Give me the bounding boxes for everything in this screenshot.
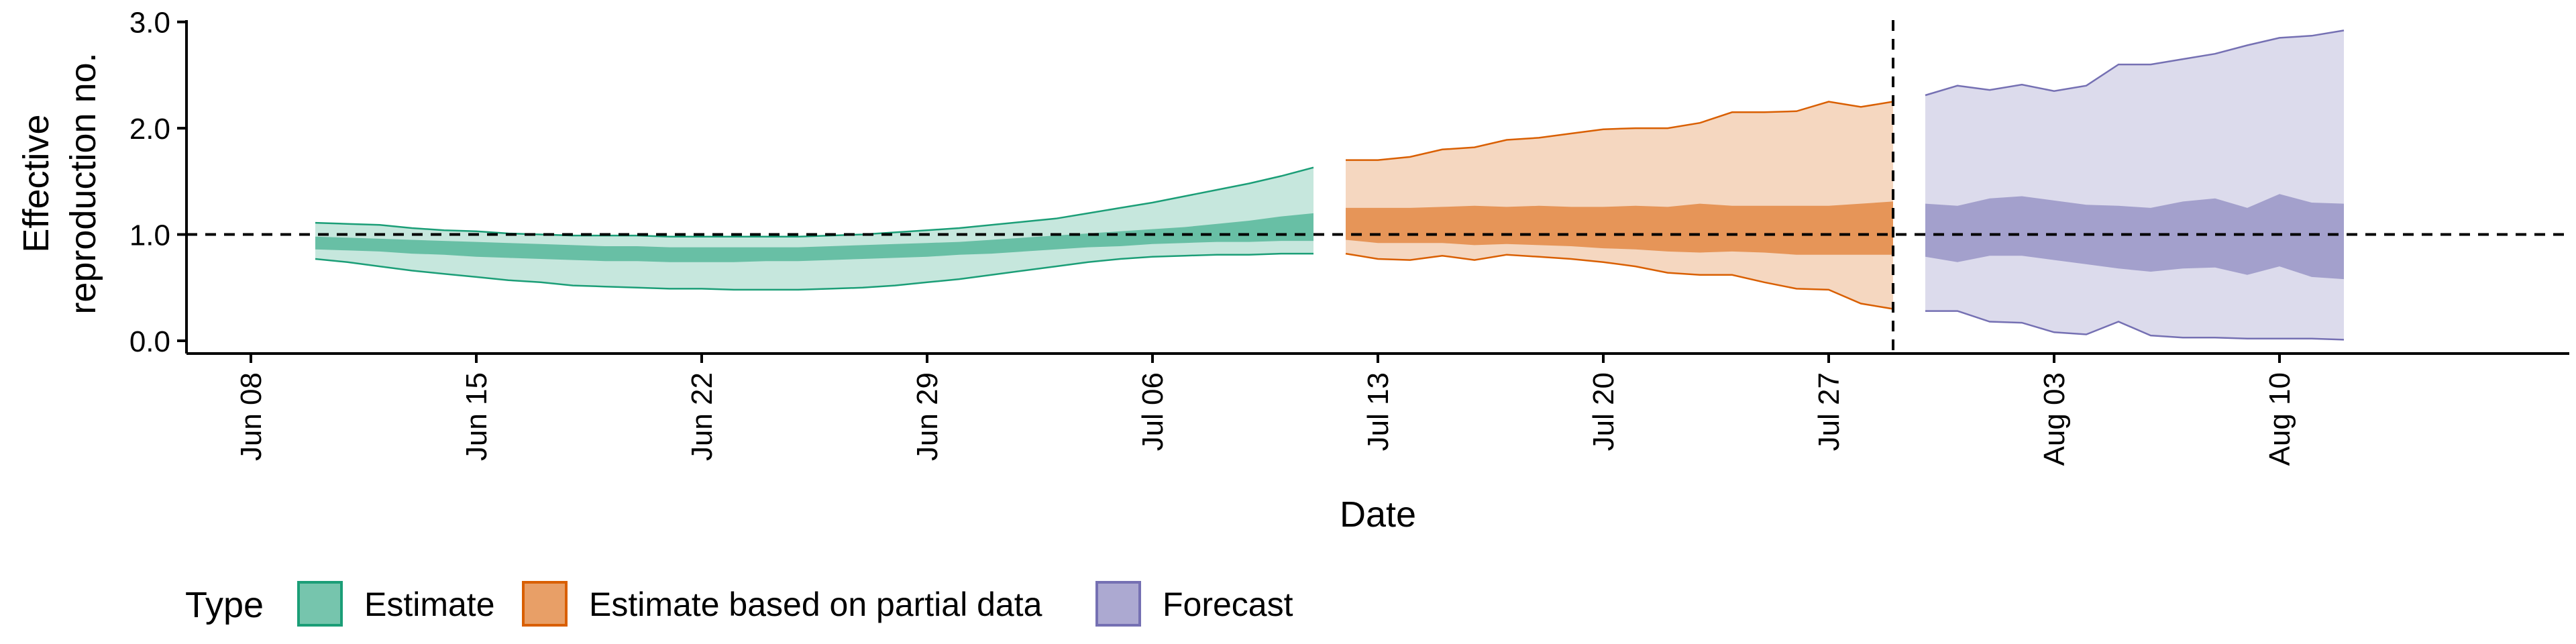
forecast-outer-band (1925, 30, 2344, 340)
x-tick-label: Jul 06 (1136, 372, 1169, 451)
y-axis-title-line1: Effective (16, 114, 56, 252)
legend-title: Type (185, 585, 264, 625)
legend-label-forecast: Forecast (1163, 586, 1293, 623)
legend-swatch-estimate (297, 581, 343, 627)
x-tick-label: Jun 22 (686, 372, 718, 461)
legend-swatch-forecast (1095, 581, 1141, 627)
x-tick-label: Aug 10 (2263, 372, 2296, 466)
reference-lines (186, 20, 2569, 354)
x-tick-label: Jul 27 (1813, 372, 1845, 451)
estimate-outer-upper-line (315, 166, 1314, 237)
y-tick-label: 1.0 (129, 219, 170, 252)
legend-label-estimate-based-on-partial-data: Estimate based on partial data (589, 586, 1042, 623)
forecast-inner-band (1925, 194, 2344, 280)
estimate-based-on-partial-data-outer-upper-line (1346, 101, 1894, 161)
x-tick-label: Jun 29 (911, 372, 944, 461)
axes: 0.0 1.0 2.0 3.0 Jun 08 Jun 15 Jun 22 Jun 29 Jul … (129, 7, 2569, 466)
estimate-outer-lower-line (315, 252, 1313, 291)
forecast-outer-upper-line (1925, 30, 2345, 97)
y-tick-label: 3.0 (129, 7, 170, 40)
x-tick-label: Jul 13 (1362, 372, 1395, 451)
forecast-outer-lower-line (1925, 310, 2345, 341)
legend-swatch-estimate-based-on-partial-data (522, 581, 568, 627)
x-tick-label: Jun 15 (460, 372, 493, 461)
legend-label-estimate: Estimate (364, 586, 495, 623)
x-axis-title: Date (1340, 494, 1416, 535)
estimate-inner-band (315, 213, 1313, 262)
y-tick-label: 0.0 (129, 325, 170, 358)
x-tick-label: Aug 03 (2038, 372, 2071, 466)
y-axis-title-line2: reproduction no. (63, 52, 103, 314)
estimate-based-on-partial-data-outer-lower-line (1345, 252, 1894, 310)
legend: Type Estimate Estimate based on partial d… (185, 581, 1293, 627)
y-tick-label: 2.0 (129, 113, 170, 146)
x-tick-label: Jun 08 (235, 372, 268, 461)
x-tick-label: Jul 20 (1587, 372, 1620, 451)
band-layer (315, 30, 2345, 341)
estimate-based-on-partial-data-inner-band (1346, 201, 1893, 255)
estimate-based-on-partial-data-outer-band (1346, 101, 1893, 309)
